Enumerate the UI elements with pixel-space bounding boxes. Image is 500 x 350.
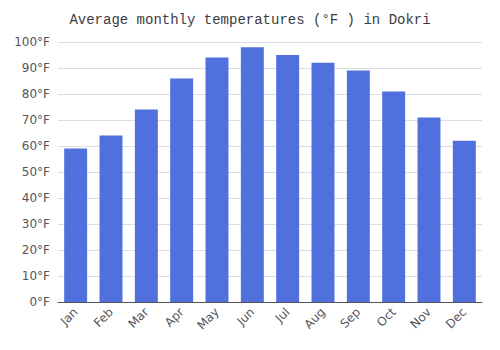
svg-text:Nov: Nov	[408, 305, 434, 331]
svg-text:80°F: 80°F	[22, 87, 50, 101]
svg-text:60°F: 60°F	[22, 139, 50, 153]
svg-text:100°F: 100°F	[14, 35, 50, 49]
svg-text:90°F: 90°F	[22, 61, 50, 75]
svg-text:0°F: 0°F	[29, 295, 50, 309]
svg-text:Mar: Mar	[125, 305, 151, 331]
svg-text:Oct: Oct	[374, 305, 399, 330]
svg-text:50°F: 50°F	[22, 165, 50, 179]
svg-text:May: May	[195, 305, 222, 332]
svg-text:Feb: Feb	[91, 305, 116, 330]
svg-text:30°F: 30°F	[22, 217, 50, 231]
svg-text:Apr: Apr	[162, 305, 187, 330]
svg-text:20°F: 20°F	[22, 243, 50, 257]
svg-text:Average monthly temperatures (: Average monthly temperatures (°F ) in Do…	[69, 12, 430, 28]
svg-text:10°F: 10°F	[22, 269, 50, 283]
svg-text:70°F: 70°F	[22, 113, 50, 127]
svg-text:Jul: Jul	[272, 305, 293, 326]
svg-text:Jun: Jun	[233, 305, 257, 329]
svg-text:Jan: Jan	[57, 305, 81, 329]
svg-text:Sep: Sep	[337, 305, 363, 331]
svg-text:40°F: 40°F	[22, 191, 50, 205]
svg-text:Aug: Aug	[301, 305, 327, 331]
svg-text:Dec: Dec	[443, 305, 469, 331]
